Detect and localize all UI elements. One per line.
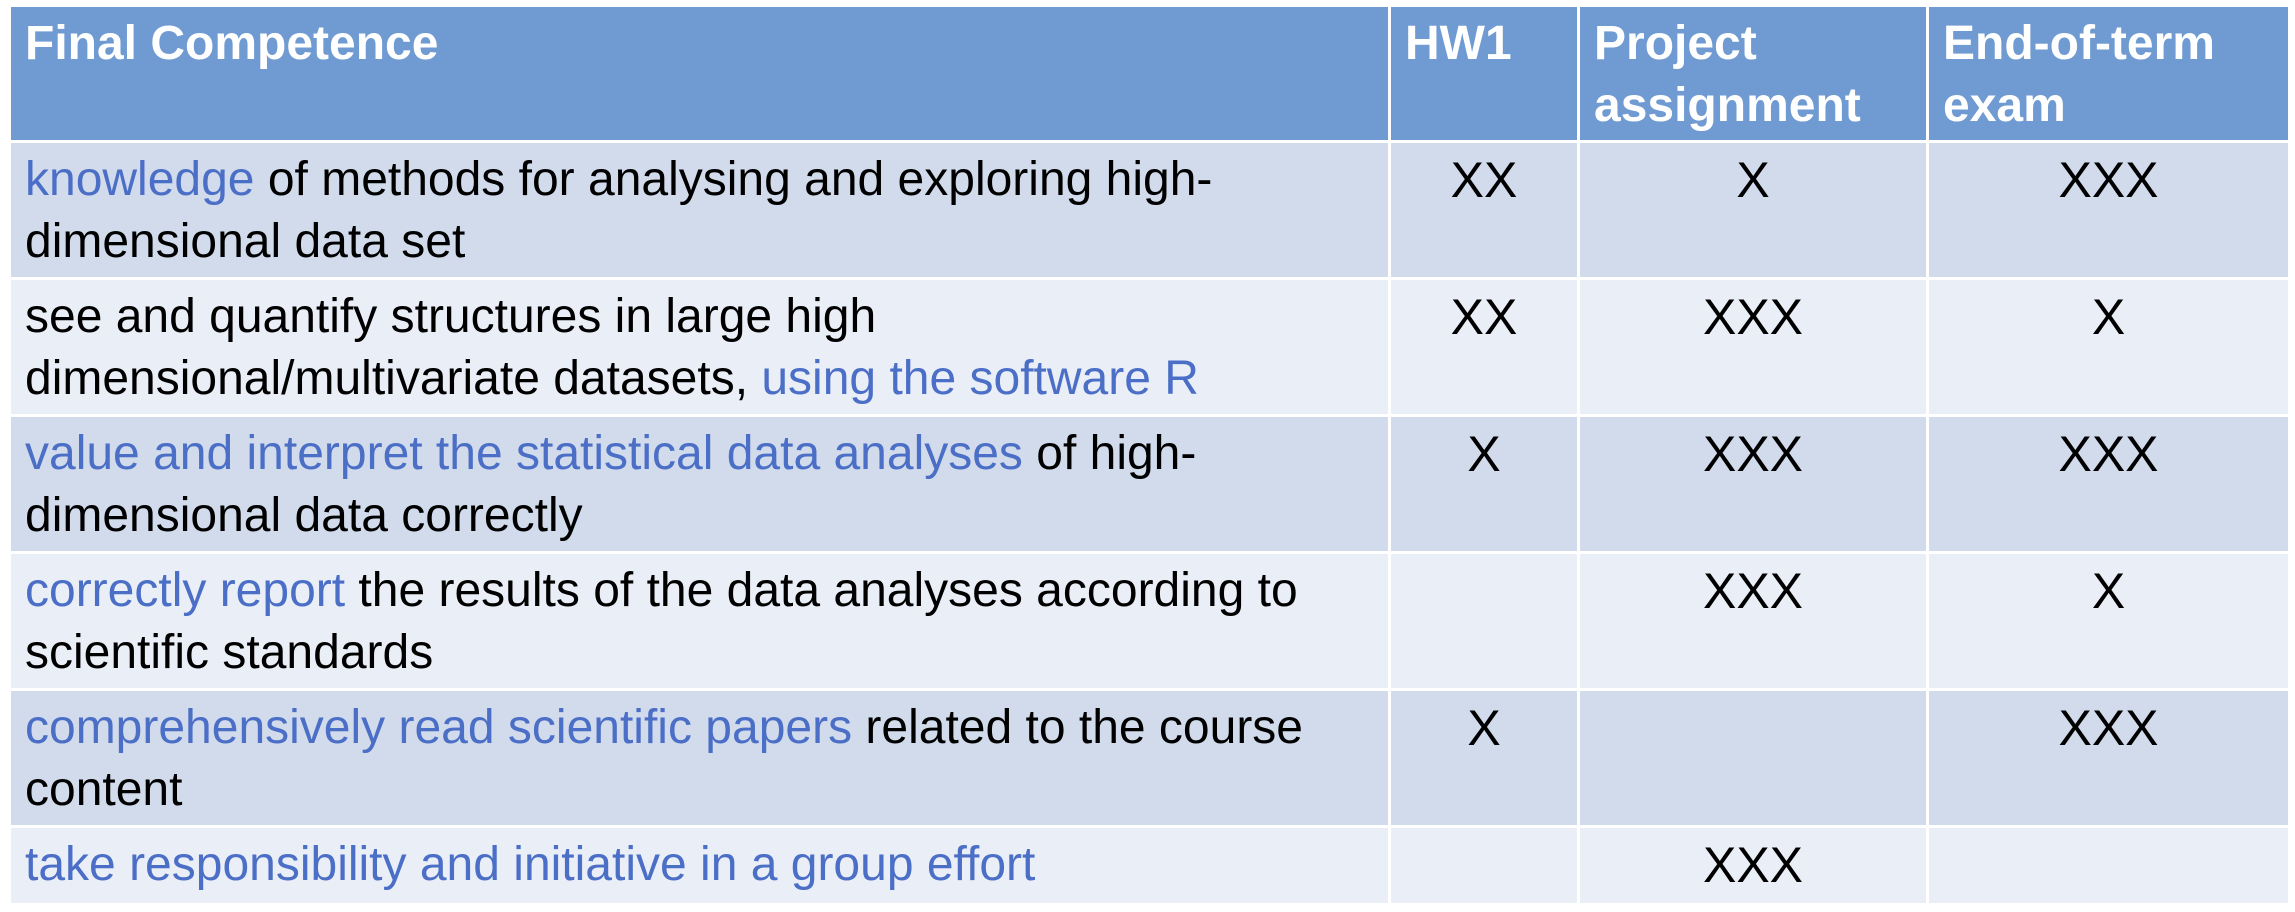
competence-cell: take responsibility and initiative in a … — [8, 825, 1391, 906]
exam-mark — [1926, 825, 2291, 906]
competence-cell: see and quantify structures in large hig… — [8, 277, 1391, 417]
project-mark: XXX — [1577, 414, 1929, 554]
header-row: Final Competence HW1 Project assignment … — [8, 4, 2291, 143]
hw1-mark: X — [1388, 688, 1580, 828]
exam-mark: XXX — [1926, 414, 2291, 554]
competence-table-container: Final Competence HW1 Project assignment … — [8, 4, 2291, 906]
hw1-mark — [1388, 825, 1580, 906]
competence-cell: knowledge of methods for analysing and e… — [8, 140, 1391, 280]
competence-highlight: value and interpret the statistical data… — [25, 427, 1023, 480]
competence-highlight: take responsibility and initiative in a … — [25, 838, 1036, 891]
table-row: knowledge of methods for analysing and e… — [8, 140, 2291, 280]
competence-text: the results of the data analyses accordi… — [25, 564, 1298, 679]
header-end-of-term-exam: End-of-term exam — [1926, 4, 2291, 143]
competence-text: related to the course content — [25, 701, 1303, 816]
project-mark: XXX — [1577, 277, 1929, 417]
competence-highlight: correctly report — [25, 564, 346, 617]
header-final-competence: Final Competence — [8, 4, 1391, 143]
header-project-assignment: Project assignment — [1577, 4, 1929, 143]
project-mark: XXX — [1577, 825, 1929, 906]
hw1-mark: XX — [1388, 277, 1580, 417]
exam-mark: X — [1926, 277, 2291, 417]
exam-mark: XXX — [1926, 688, 2291, 828]
exam-mark: XXX — [1926, 140, 2291, 280]
competence-text: see and quantify structures in large hig… — [25, 290, 877, 405]
competence-table: Final Competence HW1 Project assignment … — [8, 4, 2291, 906]
table-row: value and interpret the statistical data… — [8, 414, 2291, 554]
hw1-mark — [1388, 551, 1580, 691]
table-row: see and quantify structures in large hig… — [8, 277, 2291, 417]
exam-mark: X — [1926, 551, 2291, 691]
header-hw1: HW1 — [1388, 4, 1580, 143]
competence-text: of high-dimensional data correctly — [25, 427, 1197, 542]
competence-cell: comprehensively read scientific papers r… — [8, 688, 1391, 828]
competence-cell: correctly report the results of the data… — [8, 551, 1391, 691]
table-row: comprehensively read scientific papers r… — [8, 688, 2291, 828]
competence-highlight: comprehensively read scientific papers — [25, 701, 853, 754]
project-mark: X — [1577, 140, 1929, 280]
table-row: take responsibility and initiative in a … — [8, 825, 2291, 906]
project-mark — [1577, 688, 1929, 828]
competence-cell: value and interpret the statistical data… — [8, 414, 1391, 554]
hw1-mark: X — [1388, 414, 1580, 554]
hw1-mark: XX — [1388, 140, 1580, 280]
competence-highlight: using the software R — [761, 352, 1199, 405]
competence-highlight: knowledge — [25, 153, 255, 206]
project-mark: XXX — [1577, 551, 1929, 691]
table-row: correctly report the results of the data… — [8, 551, 2291, 691]
competence-text: of methods for analysing and exploring h… — [25, 153, 1213, 268]
